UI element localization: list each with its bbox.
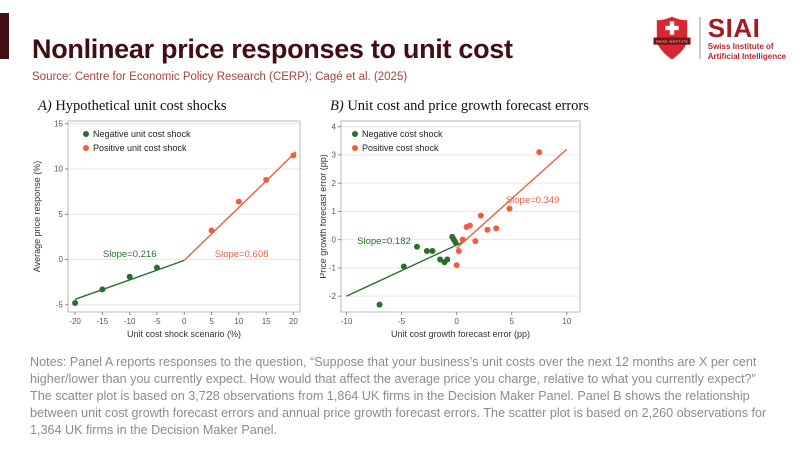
y-axis-label: Price growth forecast error (pp): [320, 154, 328, 279]
logo-wordmark: SIAI: [707, 13, 761, 43]
data-point: [126, 273, 133, 280]
source-text: Source: Centre for Economic Policy Resea…: [32, 71, 408, 83]
data-point: [400, 263, 407, 270]
x-tick-label: -20: [69, 317, 81, 326]
data-point: [506, 205, 513, 212]
fit-line: [456, 148, 568, 249]
x-axis-label: Unit cost growth forecast error (pp): [391, 329, 530, 339]
logo-subtitle-line1: Swiss Institute of: [707, 42, 774, 51]
data-point: [466, 222, 473, 229]
data-point: [484, 226, 491, 233]
x-tick-label: 10: [234, 317, 243, 326]
y-tick-label: 0: [59, 255, 64, 264]
siai-logo: SWISS INSTITUTE SIAI Swiss Institute of …: [653, 13, 786, 63]
title-accent-bar: [0, 13, 9, 59]
x-tick-label: 20: [289, 317, 298, 326]
slope-annotation: Slope=0.608: [215, 249, 269, 260]
data-point: [153, 264, 160, 271]
legend-label: Positive cost shock: [362, 143, 439, 153]
x-tick-label: -5: [398, 317, 406, 326]
x-tick-label: 0: [182, 317, 187, 326]
fit-line: [74, 259, 185, 300]
panel-b-letter: B): [330, 98, 344, 114]
panel-a-letter: A): [38, 98, 52, 114]
data-point: [437, 256, 444, 263]
legend-marker: [83, 145, 89, 151]
y-tick-label: 0: [332, 235, 337, 244]
x-tick-label: 10: [562, 317, 571, 326]
x-axis-label: Unit cost shock scenario (%): [127, 329, 241, 339]
fit-line: [183, 151, 297, 261]
y-tick-label: 5: [59, 210, 64, 219]
slope-annotation: Slope=0.349: [506, 195, 560, 206]
x-tick-label: -10: [124, 317, 136, 326]
panel-b-title: B) Unit cost and price growth forecast e…: [330, 98, 589, 115]
x-tick-label: -5: [153, 317, 161, 326]
data-point: [493, 225, 500, 232]
x-tick-label: -10: [341, 317, 353, 326]
x-tick-label: 5: [209, 317, 214, 326]
legend-label: Negative unit cost shock: [93, 129, 191, 139]
legend-label: Positive unit cost shock: [93, 143, 187, 153]
y-tick-label: -5: [56, 300, 64, 309]
data-point: [99, 286, 106, 293]
data-point: [429, 247, 436, 254]
y-tick-label: 15: [54, 119, 63, 128]
x-tick-label: 0: [454, 317, 459, 326]
data-point: [453, 262, 460, 269]
data-point: [536, 149, 543, 156]
y-tick-label: -1: [329, 264, 337, 273]
data-point: [444, 256, 451, 263]
swiss-shield-icon: SWISS INSTITUTE: [653, 16, 691, 60]
y-axis-label: Average price response (%): [32, 161, 42, 272]
logo-subtitle-line2: Artificial Intelligence: [707, 52, 786, 61]
y-tick-label: 3: [332, 151, 337, 160]
data-point: [413, 243, 420, 250]
x-tick-label: 15: [262, 317, 271, 326]
panel-a-title-text: Hypothetical unit cost shocks: [51, 98, 227, 114]
logo-wordmark-block: SIAI Swiss Institute of Artificial Intel…: [708, 15, 786, 61]
y-tick-label: 10: [54, 165, 63, 174]
notes-text: Notes: Panel A reports responses to the …: [30, 355, 767, 437]
data-point: [423, 247, 430, 254]
x-tick-label: -15: [97, 317, 109, 326]
logo-divider: [698, 17, 701, 59]
y-tick-label: 4: [332, 122, 337, 131]
panel-a-chart: -20 -15 -10 -5 0 5 10 15 20 -5 0 5 10 15 Slope=0.216 Sl…: [32, 119, 301, 339]
data-point: [376, 301, 383, 308]
slope-annotation: Slope=0.182: [357, 236, 411, 247]
x-tick-label: 5: [509, 317, 514, 326]
data-point: [477, 212, 484, 219]
legend-marker: [352, 131, 358, 137]
page-title: Nonlinear price responses to unit cost: [32, 34, 513, 65]
panel-a-title: A) Hypothetical unit cost shocks: [38, 98, 226, 115]
data-point: [459, 236, 466, 243]
panel-b-chart: -10 -5 0 5 10-2-101234Slope=0.182Slope=0.349…: [320, 120, 581, 339]
legend-marker: [83, 131, 89, 137]
svg-text:SWISS INSTITUTE: SWISS INSTITUTE: [656, 40, 688, 44]
slope-annotation: Slope=0.216: [103, 249, 157, 260]
legend-marker: [352, 145, 358, 151]
legend-label: Negative cost shock: [362, 129, 443, 139]
data-point: [235, 198, 242, 205]
plot-border: [340, 120, 581, 313]
panel-b-title-text: Unit cost and price growth forecast erro…: [343, 98, 589, 114]
y-tick-label: 2: [332, 179, 337, 188]
data-point: [263, 176, 270, 183]
y-tick-label: 1: [332, 207, 337, 216]
data-point: [455, 247, 462, 254]
y-tick-label: -2: [329, 292, 337, 301]
data-point: [208, 227, 215, 234]
data-point: [290, 152, 297, 159]
data-point: [452, 239, 459, 246]
data-point: [472, 238, 479, 245]
data-point: [72, 299, 79, 306]
